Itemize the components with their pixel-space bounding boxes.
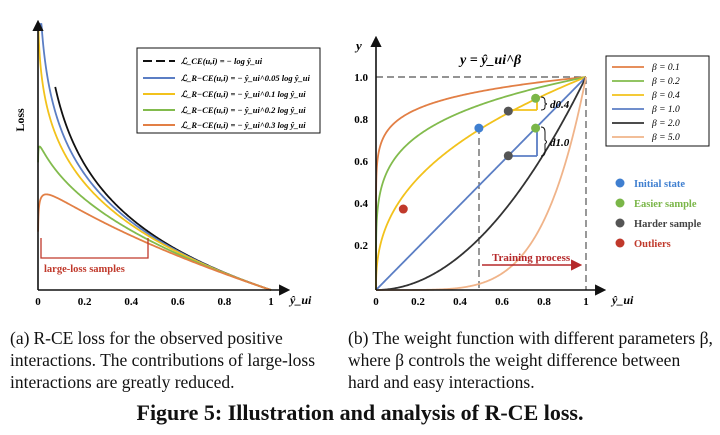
d-lower-brace	[540, 126, 547, 157]
point-legend-marker-initial	[615, 178, 625, 188]
chart-a-legend-box	[136, 47, 321, 134]
chart-b-x-tick: 0.2	[411, 296, 425, 308]
chart-a-x-tick: 0	[35, 296, 41, 308]
subcaption-b: (b) The weight function with different pa…	[348, 327, 714, 393]
chart-a-x-tick: 0.2	[78, 296, 92, 308]
point-legend-entry: Outliers	[634, 239, 671, 250]
chart-b-point	[503, 106, 513, 116]
chart-b-title: y = ŷ_ui^β	[458, 53, 522, 68]
d-lower-label: d1.0	[550, 137, 570, 149]
point-legend-marker-harder	[615, 218, 625, 228]
chart-a-legend: ℒ_CE(u,i) = − log ŷ_ui ℒ_R−CE(u,i) = − ŷ…	[136, 47, 321, 134]
chart-b-series-line	[376, 76, 587, 291]
training-label: Training process	[492, 252, 571, 264]
chart-a-x-label: ŷ_ui	[288, 293, 312, 307]
chart-b-series-line	[375, 76, 587, 290]
chart-b: d0.4 d1.0 y ŷ_ui y = ŷ_ui^β 0.2 0.4 0.6 …	[354, 35, 710, 308]
point-legend: Initial state Easier sample Harder sampl…	[615, 178, 702, 250]
chart-b-points	[398, 93, 541, 214]
large-loss-label: large-loss samples	[44, 264, 125, 275]
chart-b-series-line	[375, 76, 587, 290]
chart-b-x-ticks: 0 0.2 0.4 0.6 0.8 1	[373, 296, 589, 308]
point-legend-entry: Initial state	[634, 179, 685, 190]
legend-b-entry: β = 2.0	[651, 119, 680, 129]
point-legend-marker-easier	[615, 198, 625, 208]
chart-b-curves	[375, 76, 587, 291]
figure-canvas: Loss ŷ_ui 0 0.2 0.4 0.6 0.8 1 large-loss…	[13, 19, 710, 308]
chart-b-y-label: y	[354, 38, 362, 53]
chart-b-point	[531, 123, 541, 133]
legend-a-entry: ℒ_R−CE(u,i) = − ŷ_ui^0.1 log ŷ_ui	[181, 89, 306, 99]
large-loss-brace	[40, 238, 149, 259]
legend-b-entry: β = 1.0	[651, 105, 680, 115]
legend-b-entry: β = 0.1	[651, 63, 680, 73]
chart-b-x-tick: 0.6	[495, 296, 509, 308]
chart-a-x-tick: 0.4	[124, 296, 138, 308]
chart-a-series-line	[37, 193, 272, 291]
d-upper-label: d0.4	[550, 99, 570, 111]
chart-a: Loss ŷ_ui 0 0.2 0.4 0.6 0.8 1 large-loss…	[13, 19, 321, 308]
chart-a-x-ticks: 0 0.2 0.4 0.6 0.8 1	[35, 296, 274, 308]
legend-a-entry: ℒ_R−CE(u,i) = − ŷ_ui^0.2 log ŷ_ui	[181, 105, 306, 115]
chart-b-series-line	[375, 76, 587, 291]
chart-a-x-tick: 1	[268, 296, 274, 308]
chart-a-y-label: Loss	[13, 108, 27, 132]
chart-b-point	[398, 204, 408, 214]
legend-b-entry: β = 0.2	[651, 77, 680, 87]
chart-a-x-tick: 0.8	[218, 296, 232, 308]
chart-b-x-tick: 1	[583, 296, 589, 308]
chart-b-y-tick: 0.2	[354, 240, 368, 252]
chart-b-point	[474, 123, 484, 133]
chart-b-series-line	[375, 76, 587, 290]
chart-b-x-tick: 0	[373, 296, 379, 308]
chart-b-x-tick: 0.4	[453, 296, 467, 308]
point-legend-entry: Harder sample	[634, 219, 702, 230]
chart-a-curves	[37, 23, 272, 291]
d-brackets: d0.4 d1.0	[508, 96, 570, 157]
legend-b-entry: β = 0.4	[651, 91, 680, 101]
subcaption-a-label: (a)	[10, 328, 30, 348]
legend-b-entry: β = 5.0	[651, 133, 680, 143]
chart-b-y-ticks: 0.2 0.4 0.6 0.8 1.0	[354, 72, 368, 252]
figure-caption: Figure 5: Illustration and analysis of R…	[136, 400, 584, 425]
chart-b-point	[531, 93, 541, 103]
subcaption-a-text: R-CE loss for the observed positive inte…	[10, 328, 316, 392]
legend-a-entry: ℒ_R−CE(u,i) = − ŷ_ui^0.3 log ŷ_ui	[181, 120, 306, 130]
chart-b-x-tick: 0.8	[537, 296, 551, 308]
subcaption-b-label: (b)	[348, 328, 369, 348]
subcaption-a: (a) R-CE loss for the observed positive i…	[10, 327, 336, 393]
d-upper-brace	[540, 96, 547, 111]
subcaption-b-text: The weight function with different param…	[348, 328, 713, 392]
chart-b-legend-box	[605, 55, 710, 147]
chart-b-x-label: ŷ_ui	[610, 293, 634, 307]
chart-a-x-tick: 0.6	[171, 296, 185, 308]
chart-b-y-tick: 0.8	[354, 114, 368, 126]
legend-a-entry: ℒ_CE(u,i) = − log ŷ_ui	[181, 56, 263, 66]
chart-b-guides	[376, 76, 587, 290]
chart-b-y-tick: 0.4	[354, 198, 368, 210]
chart-b-point	[503, 151, 513, 161]
chart-b-y-tick: 1.0	[354, 72, 368, 84]
legend-a-entry: ℒ_R−CE(u,i) = − ŷ_ui^0.05 log ŷ_ui	[181, 73, 310, 83]
point-legend-marker-outliers	[615, 238, 625, 248]
chart-b-legend: β = 0.1 β = 0.2 β = 0.4 β = 1.0 β = 2.0 …	[605, 55, 710, 147]
chart-b-y-tick: 0.6	[354, 156, 368, 168]
point-legend-entry: Easier sample	[634, 199, 697, 210]
